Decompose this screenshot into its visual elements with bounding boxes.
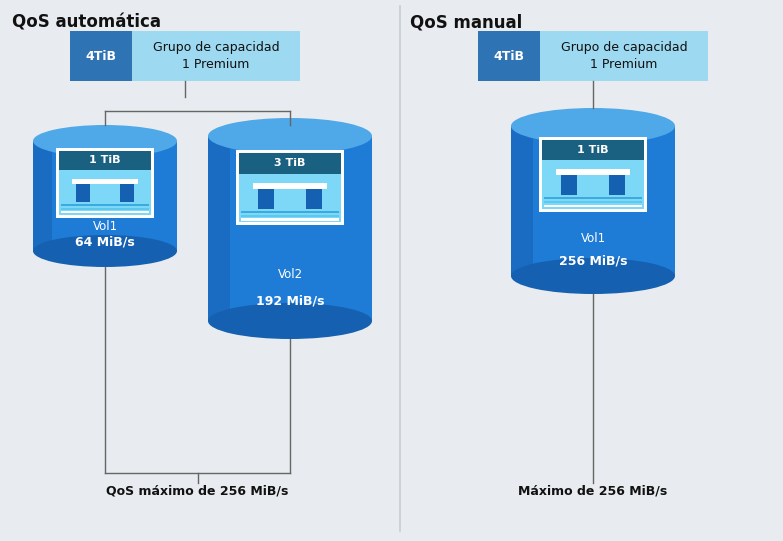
Polygon shape [511, 126, 533, 276]
FancyBboxPatch shape [478, 31, 540, 81]
Polygon shape [33, 141, 177, 251]
FancyBboxPatch shape [241, 211, 339, 213]
FancyBboxPatch shape [72, 179, 138, 183]
Text: 4TiB: 4TiB [85, 49, 117, 63]
FancyBboxPatch shape [239, 153, 341, 174]
Ellipse shape [208, 118, 372, 154]
FancyBboxPatch shape [59, 170, 151, 215]
FancyBboxPatch shape [70, 31, 132, 81]
FancyBboxPatch shape [70, 31, 300, 81]
Polygon shape [33, 141, 52, 251]
FancyBboxPatch shape [561, 175, 577, 195]
FancyBboxPatch shape [478, 31, 708, 81]
FancyBboxPatch shape [556, 169, 630, 175]
Text: QoS manual: QoS manual [410, 13, 522, 31]
Text: 192 MiB/s: 192 MiB/s [256, 294, 324, 307]
Polygon shape [33, 141, 46, 251]
Text: Grupo de capacidad
1 Premium: Grupo de capacidad 1 Premium [153, 41, 280, 71]
FancyBboxPatch shape [236, 150, 344, 225]
Text: Máximo de 256 MiB/s: Máximo de 256 MiB/s [518, 485, 668, 498]
FancyBboxPatch shape [76, 183, 90, 202]
FancyBboxPatch shape [544, 197, 642, 200]
FancyBboxPatch shape [544, 204, 642, 207]
FancyBboxPatch shape [61, 204, 149, 206]
FancyBboxPatch shape [544, 201, 642, 203]
Text: QoS automática: QoS automática [12, 13, 161, 31]
FancyBboxPatch shape [59, 151, 151, 170]
Text: Vol1: Vol1 [580, 232, 605, 245]
FancyBboxPatch shape [253, 183, 327, 189]
Polygon shape [511, 126, 525, 276]
Polygon shape [208, 136, 372, 321]
Text: 1 TiB: 1 TiB [577, 144, 608, 155]
FancyBboxPatch shape [56, 148, 154, 218]
FancyBboxPatch shape [120, 183, 134, 202]
FancyBboxPatch shape [609, 175, 626, 195]
Polygon shape [208, 136, 222, 321]
FancyBboxPatch shape [542, 160, 644, 208]
Text: QoS máximo de 256 MiB/s: QoS máximo de 256 MiB/s [106, 485, 289, 498]
Text: Vol2: Vol2 [277, 268, 302, 281]
FancyBboxPatch shape [61, 208, 149, 210]
Ellipse shape [33, 125, 177, 157]
Text: 3 TiB: 3 TiB [274, 159, 305, 168]
FancyBboxPatch shape [306, 189, 323, 209]
FancyBboxPatch shape [241, 219, 339, 221]
FancyBboxPatch shape [61, 211, 149, 213]
Text: Vol1: Vol1 [92, 220, 117, 233]
Text: 64 MiB/s: 64 MiB/s [75, 236, 135, 249]
FancyBboxPatch shape [258, 189, 274, 209]
FancyBboxPatch shape [241, 215, 339, 217]
Ellipse shape [511, 108, 675, 144]
Text: 256 MiB/s: 256 MiB/s [559, 254, 627, 267]
Text: 1 TiB: 1 TiB [89, 155, 121, 165]
Ellipse shape [33, 235, 177, 267]
Polygon shape [511, 126, 675, 276]
Text: Grupo de capacidad
1 Premium: Grupo de capacidad 1 Premium [561, 41, 687, 71]
FancyBboxPatch shape [539, 136, 647, 212]
Ellipse shape [511, 258, 675, 294]
FancyBboxPatch shape [239, 174, 341, 222]
FancyBboxPatch shape [542, 140, 644, 160]
Text: 4TiB: 4TiB [493, 49, 525, 63]
Polygon shape [208, 136, 230, 321]
Ellipse shape [208, 303, 372, 339]
